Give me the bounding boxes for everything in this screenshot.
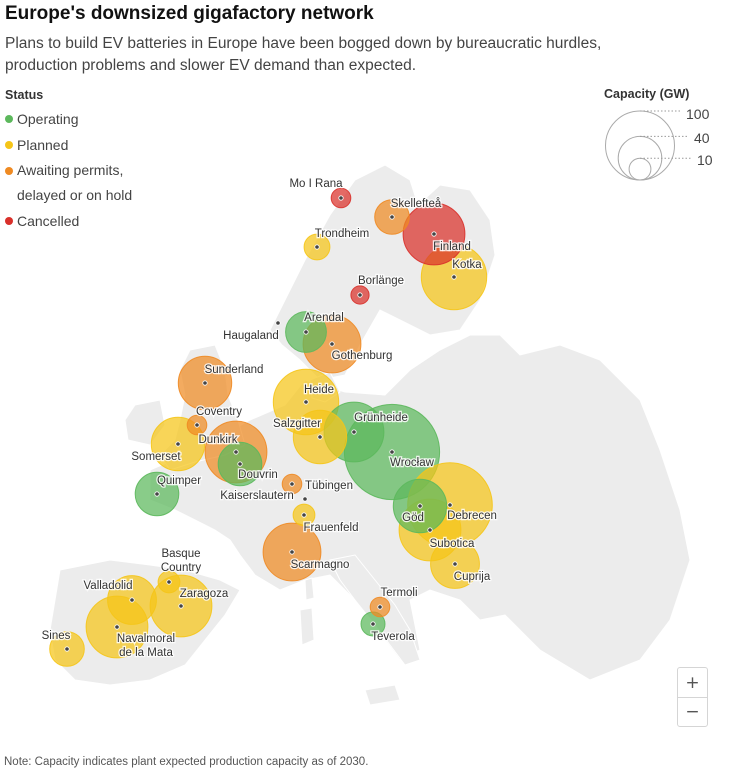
zoom-in-button[interactable]: + <box>678 668 707 697</box>
chart-title: Europe's downsized gigafactory network <box>5 3 374 24</box>
site-label-salzgitter: Salzgitter <box>273 418 321 430</box>
site-label-sunderland: Sunderland <box>205 364 264 376</box>
site-label-debrecen: Debrecen <box>447 510 497 522</box>
footnote: Note: Capacity indicates plant expected … <box>4 756 369 768</box>
site-dot-finland <box>431 231 437 237</box>
site-label-subotica: Subotica <box>430 538 475 550</box>
site-dot-salzgitter <box>317 434 323 440</box>
site-label-somerset: Somerset <box>131 451 181 463</box>
site-label-finland: Finland <box>433 241 471 253</box>
site-dot-valladolid <box>129 597 135 603</box>
site-label-wroc-aw: Wrocław <box>390 457 435 469</box>
site-label-scarmagno: Scarmagno <box>291 559 350 571</box>
site-dot-kotka <box>451 274 457 280</box>
site-dot-somerset <box>175 441 181 447</box>
site-label-termoli: Termoli <box>380 587 417 599</box>
site-dot-frauenfeld <box>301 512 307 518</box>
site-dot-heide <box>303 399 309 405</box>
site-dot-termoli <box>377 604 383 610</box>
site-label-zaragoza: Zaragoza <box>180 588 229 600</box>
site-label-trondheim: Trondheim <box>315 228 370 240</box>
size-label-100: 100 <box>686 106 710 122</box>
legend-item-cancelled: Cancelled <box>4 208 204 234</box>
site-dot-g-d <box>417 503 423 509</box>
cancelled-dot-icon <box>5 217 13 225</box>
awaiting-dot-icon <box>5 167 13 175</box>
legend-item-awaiting: Awaiting permits, delayed or on hold <box>4 158 204 208</box>
site-dot-skellefte- <box>389 214 395 220</box>
site-label-frauenfeld: Frauenfeld <box>304 522 359 534</box>
size-label-10: 10 <box>697 152 713 168</box>
site-dot-sunderland <box>202 380 208 386</box>
site-label-gothenburg: Gothenburg <box>332 350 393 362</box>
status-legend: Operating Planned Awaiting permits, dela… <box>4 106 204 234</box>
zoom-out-button[interactable]: − <box>678 697 707 726</box>
site-dot-cuprija <box>452 561 458 567</box>
site-dot-dunkirk <box>233 449 239 455</box>
site-label-g-d: Göd <box>402 512 424 524</box>
site-label-valladolid: Valladolid <box>83 580 132 592</box>
site-label-cuprija: Cuprija <box>454 571 491 583</box>
site-dot-subotica <box>427 527 433 533</box>
planned-dot-icon <box>5 141 13 149</box>
site-label-kaiserslautern: Kaiserslautern <box>220 490 294 502</box>
site-label-basque-country: Basque Country <box>161 548 202 574</box>
site-label-haugaland: Haugaland <box>223 330 279 342</box>
legend-label: Cancelled <box>17 213 80 229</box>
site-label-quimper: Quimper <box>157 475 201 487</box>
size-legend-circle-100 <box>605 110 675 181</box>
legend-item-operating: Operating <box>4 106 204 132</box>
site-dot-gr-nheide <box>351 429 357 435</box>
gigafactory-sites[interactable]: Mo I Rana Skellefteå Finland Trondheim Kotka… <box>40 177 498 667</box>
site-dot-wroc-aw <box>389 449 395 455</box>
site-dot-coventry <box>194 422 200 428</box>
site-dot-kaiserslautern <box>302 496 308 502</box>
site-dot-debrecen <box>447 502 453 508</box>
site-dot-trondheim <box>314 244 320 250</box>
site-dot-mo-i-rana <box>338 195 344 201</box>
site-label-douvrin: Douvrin <box>238 469 278 481</box>
site-label-dunkirk: Dunkirk <box>199 434 238 446</box>
legend-item-planned: Planned <box>4 132 204 158</box>
site-dot-sines <box>64 646 70 652</box>
site-dot-borl-nge <box>357 292 363 298</box>
site-label-mo-i-rana: Mo I Rana <box>289 178 343 190</box>
site-dot-t-bingen <box>289 481 295 487</box>
site-dot-basque-country <box>166 579 172 585</box>
site-dot-gothenburg <box>329 341 335 347</box>
site-dot-navalmoral-de-la-mata <box>114 624 120 630</box>
site-label-sines: Sines <box>42 630 71 642</box>
chart-subtitle: Plans to build EV batteries in Europe ha… <box>5 35 602 74</box>
site-label-heide: Heide <box>304 384 334 396</box>
legend-label: Operating <box>17 111 79 127</box>
site-label-kotka: Kotka <box>452 259 482 271</box>
site-label-coventry: Coventry <box>196 406 242 418</box>
site-label-arendal: Arendal <box>304 312 344 324</box>
size-label-40: 40 <box>694 130 710 146</box>
capacity-size-legend <box>605 110 692 181</box>
size-legend-circle-10 <box>628 157 652 181</box>
site-dot-arendal <box>303 329 309 335</box>
site-dot-quimper <box>154 491 160 497</box>
site-label-gr-nheide: Grünheide <box>354 412 408 424</box>
site-dot-scarmagno <box>289 549 295 555</box>
site-label-teverola: Teverola <box>371 631 415 643</box>
operating-dot-icon <box>5 115 13 123</box>
size-legend-title: Capacity (GW) <box>604 87 690 101</box>
site-label-borl-nge: Borlänge <box>358 275 404 287</box>
site-dot-haugaland <box>275 320 281 326</box>
zoom-control: + − <box>677 667 708 727</box>
legend-title: Status <box>5 88 44 102</box>
site-dot-teverola <box>370 621 376 627</box>
legend-label: Awaiting permits, delayed or on hold <box>17 162 133 203</box>
site-dot-zaragoza <box>178 603 184 609</box>
site-label-t-bingen: Tübingen <box>305 480 353 492</box>
site-label-skellefte-: Skellefteå <box>391 198 442 210</box>
site-label-navalmoral-de-la-mata: Navalmoral de la Mata <box>117 633 175 659</box>
legend-label: Planned <box>17 137 69 153</box>
site-dot-douvrin <box>237 461 243 467</box>
